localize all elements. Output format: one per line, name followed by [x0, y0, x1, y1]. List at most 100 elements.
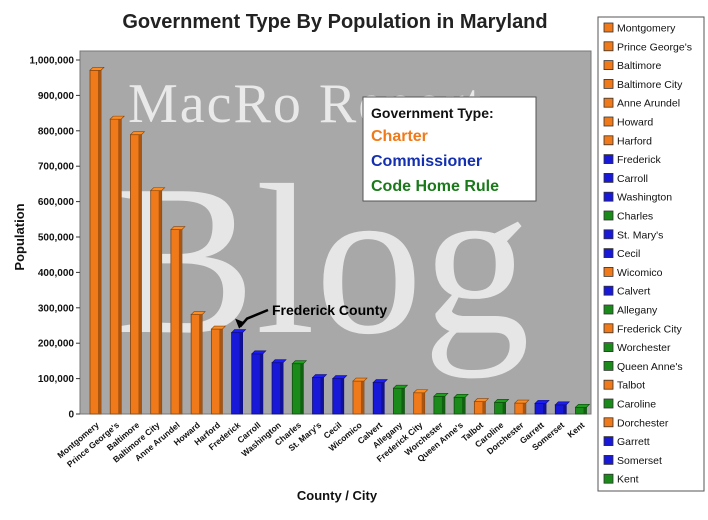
bar-top	[311, 374, 328, 378]
bars-group	[89, 66, 591, 415]
legend-swatch	[603, 436, 614, 447]
bar-shade	[158, 190, 162, 414]
bar-prince-george-s	[109, 115, 125, 415]
bar-top	[473, 398, 490, 402]
government-type-charter: Charter	[371, 128, 428, 145]
government-type-box: Government Type: Charter Commissioner Co…	[362, 96, 537, 202]
bar-shade	[462, 397, 466, 414]
bar-shade	[118, 119, 122, 415]
legend-swatch	[603, 22, 614, 33]
legend-item-charles: Charles	[603, 210, 653, 223]
bar-montgomery	[89, 66, 105, 415]
bar-somerset	[554, 401, 570, 415]
bar-top	[453, 394, 469, 398]
legend-label: Queen Anne's	[617, 361, 683, 373]
bar-shade	[522, 403, 526, 414]
bar-charles	[291, 360, 308, 415]
legend-swatch	[603, 417, 614, 428]
legend-swatch	[603, 210, 614, 221]
bar-shade	[563, 404, 567, 414]
legend-item-somerset: Somerset	[603, 454, 662, 467]
bar-shade	[300, 363, 304, 414]
bar-shade	[199, 314, 203, 414]
bar-queen-anne-s	[453, 394, 469, 415]
legend-item-harford: Harford	[603, 135, 652, 147]
annotation-arrow-head	[235, 318, 246, 329]
legend-item-montgomery: Montgomery	[603, 22, 676, 35]
legend-label: Baltimore	[617, 60, 662, 72]
legend-item-dorchester: Dorchester	[603, 417, 669, 429]
legend-item-anne-arundel: Anne Arundel	[603, 97, 680, 110]
bar-dorchester	[514, 399, 530, 415]
legend-label: Harford	[617, 135, 652, 147]
bar-top	[129, 131, 146, 135]
bar-top	[392, 384, 409, 389]
annotation-frederick-county: Frederick County	[235, 302, 387, 329]
bar-shade	[178, 229, 182, 414]
legend-swatch	[603, 454, 614, 465]
bar-top	[514, 399, 530, 404]
legend-label: Garrett	[617, 436, 650, 448]
legend-swatch	[603, 154, 614, 165]
x-tick-label: Kent	[565, 420, 586, 440]
legend-item-carroll: Carroll	[603, 173, 648, 185]
legend-label: Kent	[617, 474, 639, 486]
bar-harford	[210, 325, 227, 415]
bar-top	[534, 400, 550, 404]
bar-shade	[340, 378, 344, 414]
legend-swatch	[603, 135, 614, 146]
legend-label: Montgomery	[617, 23, 676, 35]
bar-top	[493, 399, 510, 403]
bar-shade	[360, 381, 364, 414]
bar-cecil	[332, 375, 348, 415]
bar-top	[433, 392, 449, 397]
legend-label: Washington	[617, 192, 672, 204]
bar-frederick-city	[412, 389, 429, 415]
legend-item-st-mary-s: St. Mary's	[603, 229, 663, 241]
legend-label: Frederick	[617, 154, 662, 166]
y-tick-label: 500,000	[38, 233, 75, 244]
bar-top	[271, 359, 287, 363]
legend-swatch	[603, 229, 614, 240]
bar-top	[554, 401, 570, 406]
bar-garrett	[534, 400, 550, 415]
bar-top	[149, 187, 166, 191]
legend-item-garrett: Garrett	[603, 436, 650, 448]
annotation-text: Frederick County	[272, 302, 387, 318]
bar-top	[372, 379, 388, 383]
bar-top	[332, 375, 348, 379]
bar-shade	[98, 70, 101, 415]
legend-swatch	[603, 97, 614, 108]
bar-calvert	[372, 379, 388, 415]
legend-swatch	[603, 116, 614, 127]
legend-swatch	[603, 304, 614, 315]
y-tick-label: 1,000,000	[30, 56, 75, 67]
government-type-commissioner: Commissioner	[371, 153, 482, 170]
bar-top	[251, 350, 267, 355]
y-tick-label: 400,000	[38, 268, 75, 279]
bar-anne-arundel	[170, 226, 186, 415]
x-axis-label: County / City	[297, 488, 378, 503]
bar-top	[210, 325, 227, 330]
bar-shade	[482, 401, 486, 414]
legend-swatch	[603, 248, 614, 259]
bar-frederick	[230, 329, 247, 415]
legend-item-calvert: Calvert	[603, 286, 650, 298]
y-tick-label: 600,000	[38, 197, 75, 208]
bar-caroline	[493, 399, 510, 415]
legend-item-talbot: Talbot	[603, 380, 645, 392]
y-tick-label: 700,000	[38, 162, 75, 173]
legend-label: St. Mary's	[617, 229, 663, 241]
bar-shade	[259, 353, 263, 414]
bar-shade	[583, 407, 587, 414]
legend: Montgomery Prince George's Baltimore Baltim…	[597, 16, 705, 492]
legend-label: Carroll	[617, 173, 648, 185]
y-axis-label: Population	[12, 203, 27, 270]
bar-shade	[320, 377, 324, 414]
bar-shade	[441, 396, 445, 414]
bar-shade	[219, 329, 223, 414]
y-tick-label: 100,000	[38, 374, 75, 385]
bar-talbot	[473, 398, 490, 415]
